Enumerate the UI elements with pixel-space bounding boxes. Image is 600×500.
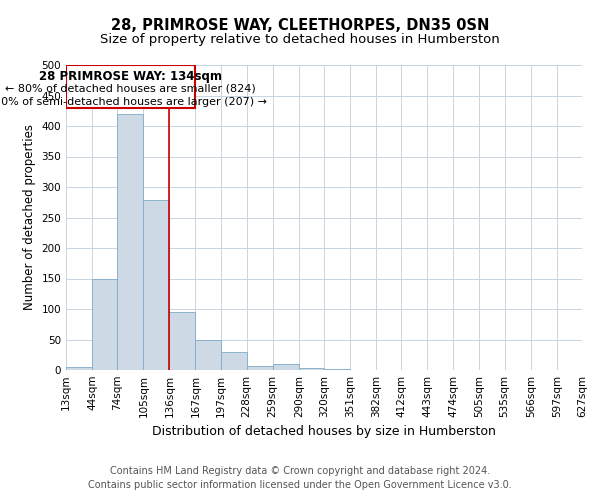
X-axis label: Distribution of detached houses by size in Humberston: Distribution of detached houses by size … bbox=[152, 426, 496, 438]
Text: 28 PRIMROSE WAY: 134sqm: 28 PRIMROSE WAY: 134sqm bbox=[39, 70, 222, 83]
Bar bbox=[169, 312, 196, 370]
Text: ← 80% of detached houses are smaller (824): ← 80% of detached houses are smaller (82… bbox=[5, 84, 256, 94]
Text: Size of property relative to detached houses in Humberston: Size of property relative to detached ho… bbox=[100, 32, 500, 46]
Bar bbox=[221, 352, 247, 370]
Bar bbox=[273, 364, 299, 370]
Bar bbox=[117, 114, 143, 370]
Bar bbox=[324, 369, 350, 370]
Y-axis label: Number of detached properties: Number of detached properties bbox=[23, 124, 36, 310]
Text: 28, PRIMROSE WAY, CLEETHORPES, DN35 0SN: 28, PRIMROSE WAY, CLEETHORPES, DN35 0SN bbox=[111, 18, 489, 32]
Bar bbox=[196, 340, 221, 370]
Bar bbox=[247, 366, 273, 370]
Bar bbox=[66, 367, 92, 370]
Bar bbox=[92, 278, 117, 370]
Bar bbox=[66, 65, 196, 108]
Bar bbox=[143, 200, 169, 370]
Text: 20% of semi-detached houses are larger (207) →: 20% of semi-detached houses are larger (… bbox=[0, 96, 267, 106]
Text: Contains HM Land Registry data © Crown copyright and database right 2024.
Contai: Contains HM Land Registry data © Crown c… bbox=[88, 466, 512, 490]
Bar bbox=[299, 368, 324, 370]
